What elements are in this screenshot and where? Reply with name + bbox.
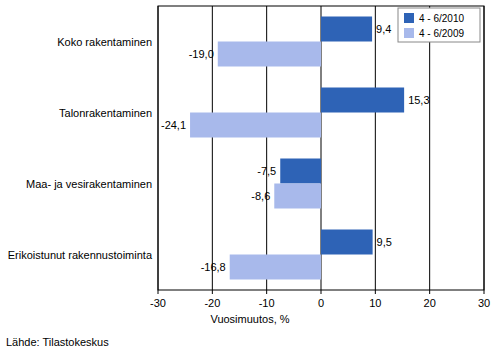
legend-swatch <box>404 28 414 38</box>
bar <box>274 184 321 209</box>
bar <box>321 17 372 42</box>
bar <box>321 230 373 255</box>
data-label: 15,3 <box>408 94 429 106</box>
axis-label: Vuosimuutos, % <box>210 313 289 325</box>
category-label: Talonrakentaminen <box>59 107 152 119</box>
bar <box>190 113 321 138</box>
category-label: Maa- ja vesirakentaminen <box>26 178 152 190</box>
legend-swatch <box>404 13 414 23</box>
data-label: -24,1 <box>161 119 186 131</box>
grid-line <box>429 6 430 290</box>
tick <box>321 290 322 294</box>
plot-frame <box>158 6 484 290</box>
bar <box>321 88 404 113</box>
data-label: -19,0 <box>189 48 214 60</box>
data-label: -16,8 <box>201 261 226 273</box>
tick <box>375 290 376 294</box>
tick <box>266 290 267 294</box>
category-label: Koko rakentaminen <box>57 36 152 48</box>
bar <box>280 159 321 184</box>
bar <box>230 255 321 280</box>
tick <box>212 290 213 294</box>
legend-box <box>398 8 480 42</box>
chart: -30 -20 -10 0 10 20 30 Koko rakentaminen 9,4 -19,… <box>0 0 502 356</box>
legend-label: 4 - 6/2009 <box>419 28 464 39</box>
legend: 4 - 6/2010 4 - 6/2009 <box>398 8 480 42</box>
tick-label: 10 <box>369 297 381 309</box>
data-label: 9,5 <box>377 236 392 248</box>
tick <box>158 290 159 294</box>
tick-label: -30 <box>150 297 166 309</box>
tick-label: 0 <box>318 297 324 309</box>
bar <box>218 42 321 67</box>
tick-label: 20 <box>424 297 436 309</box>
tick <box>484 290 485 294</box>
tick-label: -10 <box>259 297 275 309</box>
data-label: -7,5 <box>257 165 276 177</box>
tick <box>429 290 430 294</box>
data-label: 9,4 <box>376 23 391 35</box>
tick-label: 30 <box>478 297 490 309</box>
category-label: Erikoistunut rakennustoiminta <box>8 249 153 261</box>
tick-label: -20 <box>204 297 220 309</box>
legend-label: 4 - 6/2010 <box>419 13 464 24</box>
bars <box>190 17 404 280</box>
data-label: -8,6 <box>251 190 270 202</box>
source-note: Lähde: Tilastokeskus <box>6 336 109 348</box>
